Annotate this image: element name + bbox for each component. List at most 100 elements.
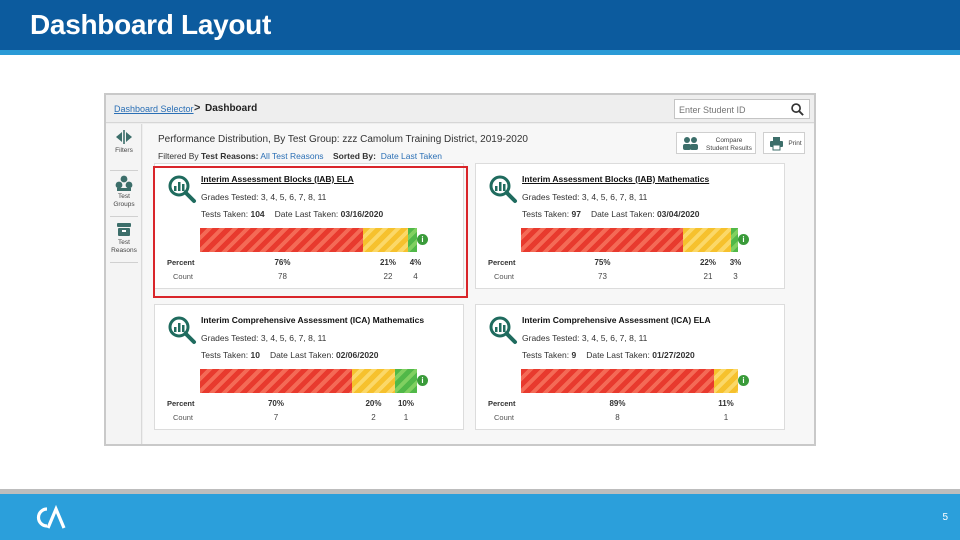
student-search[interactable]	[674, 99, 810, 119]
page-title: Performance Distribution, By Test Group:…	[158, 134, 528, 145]
segment-percent: 21%	[379, 258, 396, 267]
magnifier-chart-icon	[168, 316, 196, 344]
segment-count: 2	[371, 413, 376, 422]
main-content: Performance Distribution, By Test Group:…	[143, 124, 814, 444]
percent-label: Percent	[167, 399, 195, 408]
date-last-taken-value: 01/27/2020	[652, 350, 695, 360]
sidebar-item-label: Groups	[113, 201, 135, 208]
date-last-taken-label: Date Last Taken:	[274, 209, 339, 219]
performance-bar	[200, 228, 417, 252]
tests-taken-line: Tests Taken: 10 Date Last Taken: 02/06/20…	[201, 350, 379, 360]
bar-segment-red	[200, 228, 363, 252]
compare-student-results-button[interactable]: Compare Student Results	[676, 132, 756, 154]
segment-percent: 89%	[609, 399, 626, 408]
tests-taken-value: 10	[250, 350, 260, 360]
date-last-taken-value: 02/06/2020	[335, 350, 379, 360]
info-icon[interactable]: i	[417, 375, 428, 386]
sidebar-item-test-reasons[interactable]: Test Reasons	[106, 220, 142, 264]
sidebar-item-test-groups[interactable]: Test Groups	[106, 174, 142, 218]
sidebar-item-label: Filters	[115, 147, 133, 154]
card-title: Interim Comprehensive Assessment (ICA) M…	[201, 315, 425, 325]
segment-count: 3	[733, 272, 738, 281]
print-button[interactable]: Print	[763, 132, 805, 154]
performance-bar	[521, 369, 738, 393]
tests-taken-label: Tests Taken:	[201, 350, 249, 360]
percent-label: Percent	[488, 399, 516, 408]
segment-count: 7	[273, 413, 279, 422]
segment-percent: 20%	[365, 399, 382, 408]
bar-segment-yellow	[683, 228, 732, 252]
test-reasons-icon	[117, 223, 131, 236]
title-accent-stripe	[0, 50, 960, 55]
filter-arrows-icon	[116, 130, 132, 144]
info-icon[interactable]: i	[738, 234, 749, 245]
sidebar: Filters Test Groups T	[106, 124, 142, 444]
footer-accent-stripe	[0, 489, 960, 494]
date-last-taken-value: 03/04/2020	[656, 209, 700, 219]
grades-tested-value: 3, 4, 5, 6, 7, 8, 11	[581, 192, 648, 202]
segment-percent: 75%	[594, 258, 611, 267]
segment-percent: 10%	[397, 399, 414, 408]
test-reasons-label: Test Reasons:	[201, 151, 259, 161]
percent-label: Percent	[488, 258, 516, 267]
sidebar-item-filters[interactable]: Filters	[106, 128, 142, 172]
compare-people-icon	[683, 137, 698, 150]
test-reasons-value-link[interactable]: All Test Reasons	[260, 151, 324, 161]
percent-label: Percent	[167, 258, 195, 267]
segment-percent: 4%	[409, 258, 422, 267]
filter-summary: Filtered By Test Reasons: All Test Reaso…	[158, 151, 442, 161]
slide-title: Dashboard Layout	[30, 9, 272, 40]
grades-tested-label: Grades Tested:	[201, 192, 259, 202]
breadcrumb-current: Dashboard	[205, 103, 258, 114]
segment-percent: 76%	[274, 258, 291, 267]
date-last-taken-label: Date Last Taken:	[269, 350, 334, 360]
performance-bar	[200, 369, 417, 393]
compare-button-label: Student Results	[706, 145, 752, 152]
tests-taken-value: 97	[571, 209, 581, 219]
dashboard-screenshot: Dashboard Selector > Dashboard Filters	[104, 93, 816, 446]
search-input[interactable]	[679, 103, 787, 116]
segment-count: 78	[278, 272, 287, 281]
grades-tested: Grades Tested: 3, 4, 5, 6, 7, 8, 11	[201, 333, 326, 343]
count-label: Count	[494, 272, 515, 281]
date-last-taken-label: Date Last Taken:	[590, 209, 655, 219]
bar-segment-red	[521, 228, 684, 252]
magnifier-chart-icon	[489, 316, 517, 344]
card-title[interactable]: Interim Assessment Blocks (IAB) Mathemat…	[522, 174, 710, 184]
segment-percent: 70%	[267, 399, 284, 408]
segment-count: 1	[403, 413, 409, 422]
sidebar-item-label: Test	[118, 193, 130, 200]
card-title[interactable]: Interim Assessment Blocks (IAB) ELA	[201, 174, 354, 184]
test-groups-icon	[115, 175, 133, 191]
segment-count: 21	[703, 272, 713, 281]
grades-tested-value: 3, 4, 5, 6, 7, 8, 11	[260, 192, 327, 202]
breadcrumb-dashboard-selector-link[interactable]: Dashboard Selector	[114, 104, 194, 114]
breadcrumb-separator: >	[194, 102, 201, 114]
segment-percent: 3%	[729, 258, 742, 267]
sorted-by-value-link[interactable]: Date Last Taken	[380, 151, 442, 161]
ca-logo-icon	[36, 504, 66, 529]
info-icon[interactable]: i	[738, 375, 749, 386]
compare-button-label: Compare	[715, 137, 743, 144]
sorted-by-label: Sorted By:	[333, 151, 376, 161]
sidebar-divider	[110, 262, 138, 263]
segment-count: 4	[413, 272, 418, 281]
bar-segment-red	[521, 369, 714, 393]
highlight-box	[153, 166, 468, 298]
filtered-by-label: Filtered By	[158, 151, 199, 161]
bar-segment-green	[395, 369, 417, 393]
date-last-taken-value: 03/16/2020	[340, 209, 384, 219]
segment-count: 73	[598, 272, 607, 281]
assessment-card: Interim Comprehensive Assessment (ICA) E…	[475, 304, 785, 430]
tests-taken-label: Tests Taken:	[522, 209, 570, 219]
tests-taken-line: Tests Taken: 9 Date Last Taken: 01/27/202…	[522, 350, 695, 360]
breadcrumb: Dashboard Selector > Dashboard	[106, 95, 814, 123]
segment-percent: 22%	[699, 258, 716, 267]
count-label: Count	[494, 413, 515, 422]
info-icon[interactable]: i	[417, 234, 428, 245]
segment-percent: 11%	[718, 399, 734, 408]
search-icon[interactable]	[790, 102, 805, 117]
performance-bar	[521, 228, 738, 252]
segment-count: 8	[615, 413, 620, 422]
